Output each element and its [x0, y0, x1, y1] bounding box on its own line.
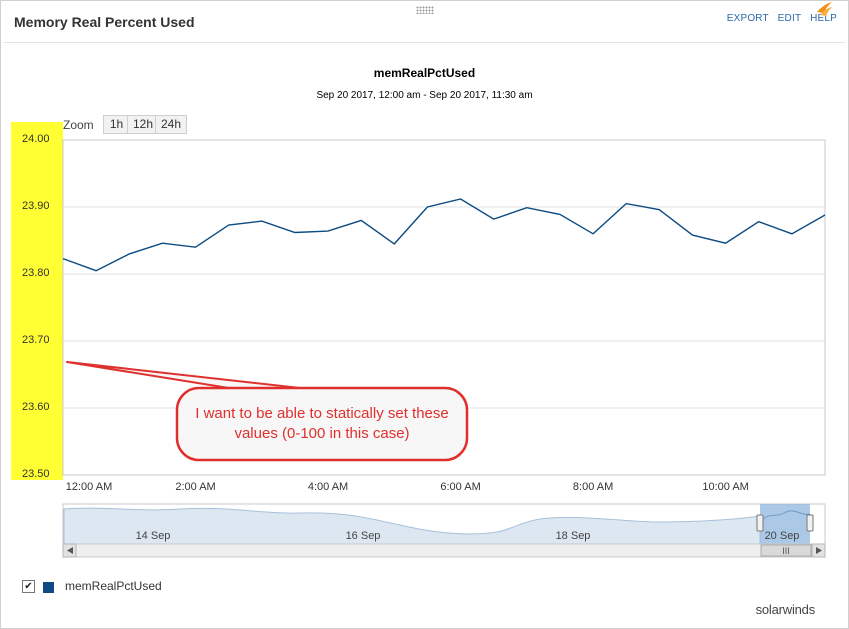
x-tick-label: 2:00 AM [175, 481, 216, 493]
x-tick-label: 12:00 AM [65, 481, 113, 493]
y-axis-highlight [11, 122, 63, 480]
navigator-handle-right [806, 514, 814, 532]
navigator-selection [760, 504, 810, 544]
navigator-area [63, 507, 761, 545]
x-tick-label: 8:00 AM [572, 481, 614, 493]
legend-series-label[interactable]: memRealPctUsed [65, 579, 162, 593]
zoom-12h-button[interactable]: 12h [127, 115, 159, 134]
export-link[interactable]: EXPORT [726, 13, 769, 24]
navigator-selection-line [761, 510, 811, 521]
callout-text: I want to be able to statically set thes… [195, 405, 449, 442]
navigator-label: 14 Sep [135, 530, 171, 542]
plot-border [62, 139, 826, 476]
help-link[interactable]: HELP [810, 13, 837, 24]
scrollbar-thumb-grip: III [782, 546, 790, 556]
x-tick-label: 6:00 AM [440, 481, 481, 493]
y-tick-label: 23.80 [22, 267, 50, 279]
scrollbar-track [62, 543, 826, 558]
legend-swatch [43, 582, 54, 593]
navigator-label: 18 Sep [555, 530, 591, 542]
widget-title: Memory Real Percent Used [14, 14, 195, 30]
y-tick-label: 23.60 [22, 401, 50, 413]
drag-handle-icon[interactable] [416, 6, 434, 14]
legend-checkbox[interactable]: ✔ [22, 580, 35, 593]
chart-subtitle: Sep 20 2017, 12:00 am - Sep 20 2017, 11:… [316, 90, 533, 101]
scroll-left-arrow-icon [67, 547, 73, 554]
x-tick-label: 10:00 AM [702, 481, 749, 493]
y-tick-label: 23.50 [22, 468, 50, 480]
scroll-right-arrow-icon [816, 547, 822, 554]
y-tick-label: 23.90 [22, 200, 50, 212]
y-tick-label: 24.00 [22, 133, 50, 145]
zoom-24h-button[interactable]: 24h [155, 115, 187, 134]
header-divider [4, 42, 845, 43]
scrollbar-thumb [760, 544, 812, 557]
edit-link[interactable]: EDIT [777, 13, 802, 24]
chart-title: memRealPctUsed [373, 66, 476, 80]
callout-arrow [66, 361, 301, 390]
navigator-handle-left [756, 514, 764, 532]
navigator-label: 20 Sep [764, 530, 800, 542]
solarwinds-logo-icon [817, 2, 832, 16]
brand-name: solarwinds [755, 602, 816, 617]
navigator-label: 16 Sep [345, 530, 381, 542]
x-tick-label: 4:00 AM [307, 481, 349, 493]
callout-box [175, 386, 469, 462]
y-tick-label: 23.70 [22, 334, 50, 346]
widget-links: EXPORT EDIT HELP [721, 13, 837, 24]
zoom-label: Zoom [63, 118, 94, 132]
series-line-memrealpctused [62, 198, 826, 272]
